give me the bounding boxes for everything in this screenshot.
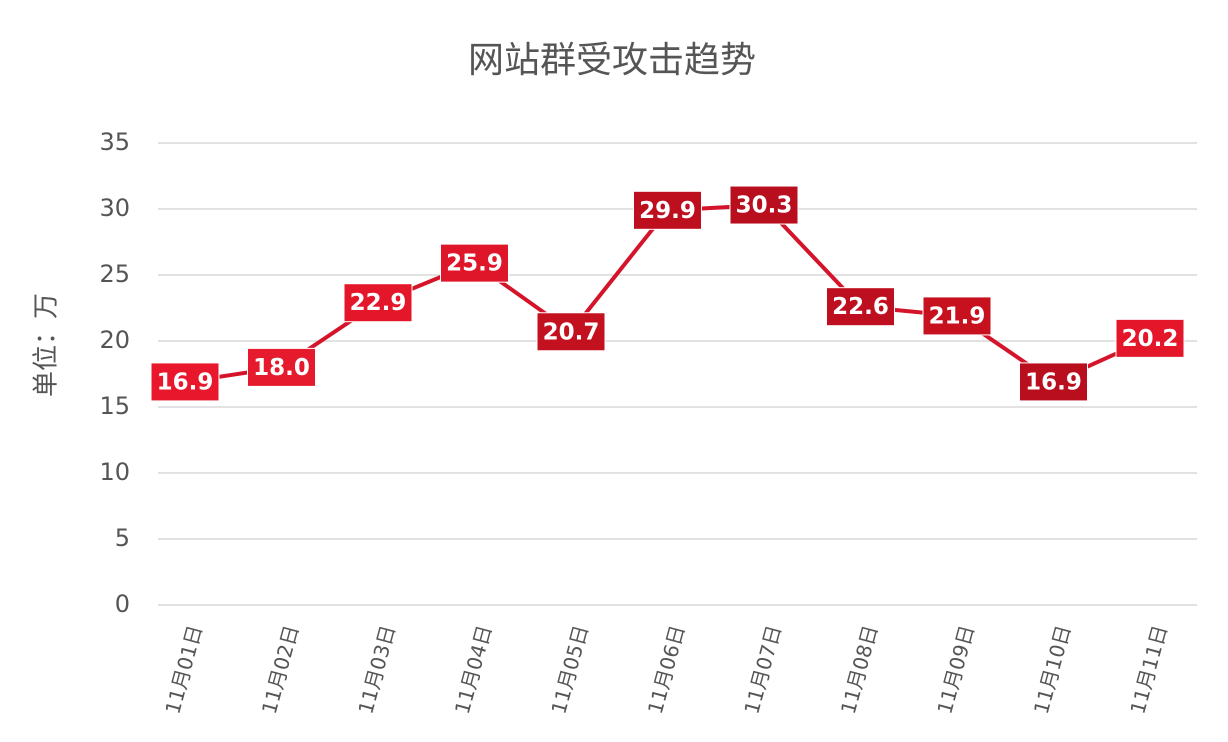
data-label-box (1019, 362, 1088, 402)
x-tick-label: 11月08日 (836, 623, 883, 717)
x-tick-label: 11月10日 (1029, 623, 1076, 717)
data-label-box (729, 185, 799, 225)
data-label: 29.9 (639, 198, 696, 224)
data-label-box (343, 283, 413, 323)
x-tick-label: 11月05日 (546, 623, 593, 717)
data-label: 30.3 (736, 193, 793, 219)
data-label: 20.2 (1122, 326, 1179, 352)
y-tick-label: 0 (115, 590, 130, 618)
data-label-box (536, 312, 606, 352)
y-axis-title: 单位：万 (32, 293, 62, 397)
data-label: 20.7 (543, 319, 600, 345)
y-tick-label: 5 (115, 524, 130, 552)
y-tick-label: 25 (99, 260, 130, 288)
data-label-box (826, 287, 895, 327)
x-tick-label: 11月02日 (257, 623, 304, 717)
x-tick-label: 11月04日 (450, 623, 497, 717)
y-tick-label: 30 (99, 194, 130, 222)
data-label: 16.9 (157, 369, 214, 395)
data-label: 25.9 (446, 251, 503, 277)
y-tick-label: 15 (99, 392, 130, 420)
data-label-box (440, 243, 509, 283)
y-tick-label: 20 (99, 326, 130, 354)
data-label: 22.9 (350, 290, 407, 316)
data-label-box (1115, 318, 1185, 358)
data-label: 22.6 (832, 294, 889, 320)
series-line (184, 203, 1151, 384)
x-tick-label: 11月11日 (1125, 623, 1172, 717)
data-label: 18.0 (253, 355, 310, 381)
data-label: 16.9 (1025, 369, 1082, 395)
data-label-box (633, 190, 702, 230)
x-tick-label: 11月06日 (643, 623, 690, 717)
data-label-box (247, 347, 316, 387)
y-tick-label: 35 (99, 128, 130, 156)
chart-title: 网站群受攻击趋势 (468, 40, 756, 81)
x-tick-label: 11月09日 (932, 623, 979, 717)
x-tick-label: 11月01日 (160, 623, 207, 717)
x-tick-label: 11月07日 (739, 623, 786, 717)
y-tick-label: 10 (99, 458, 130, 486)
data-label-box (150, 362, 220, 402)
data-label-box (922, 296, 992, 336)
data-label: 21.9 (929, 303, 986, 329)
x-tick-label: 11月03日 (353, 623, 400, 717)
